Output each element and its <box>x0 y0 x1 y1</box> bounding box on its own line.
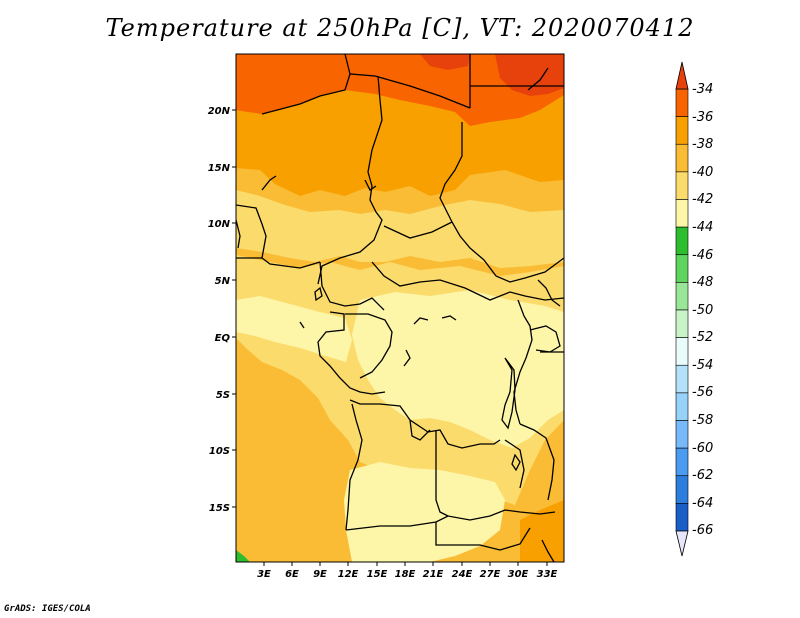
temperature-region <box>420 54 470 70</box>
colorbar-label: -54 <box>692 358 713 373</box>
colorbar-swatch <box>675 420 689 449</box>
lat-label-10s: 10S <box>209 446 230 457</box>
colorbar-swatch <box>675 254 689 283</box>
lat-label-10n: 10N <box>208 219 231 230</box>
axis-ticks <box>232 109 548 566</box>
country-borders <box>236 54 564 562</box>
colorbar-swatch <box>675 116 689 145</box>
lat-label-20n: 20N <box>208 106 231 117</box>
colorbar-swatch <box>675 337 689 366</box>
lon-label-30e: 30E <box>508 569 529 580</box>
colorbar-label: -38 <box>692 137 713 152</box>
lon-label-12e: 12E <box>338 569 359 580</box>
temperature-region <box>236 550 250 562</box>
colorbar-label: -62 <box>692 468 713 483</box>
colorbar: -34 -36 -38 -40 -42 -44 -46 -48 -50 -52 … <box>675 61 713 557</box>
colorbar-top-arrow <box>675 61 689 90</box>
colorbar-label: -66 <box>692 523 713 538</box>
colorbar-label: -36 <box>692 110 713 125</box>
lat-label-eq: EQ <box>215 333 231 344</box>
colorbar-bottom-arrow <box>675 530 689 557</box>
temperature-region <box>520 500 564 562</box>
colorbar-label: -58 <box>692 413 713 428</box>
colorbar-label: -48 <box>692 275 713 290</box>
lat-label-5n: 5N <box>215 276 231 287</box>
colorbar-label: -50 <box>692 303 713 318</box>
lon-label-9e: 9E <box>313 569 327 580</box>
lat-label-15n: 15N <box>208 163 231 174</box>
colorbar-swatch <box>675 143 689 173</box>
lon-label-24e: 24E <box>452 569 473 580</box>
colorbar-swatch <box>675 447 689 477</box>
colorbar-label: -56 <box>692 385 713 400</box>
colorbar-label: -40 <box>692 165 713 180</box>
colorbar-swatch <box>675 475 689 504</box>
colorbar-label: -34 <box>692 82 713 97</box>
colorbar-swatch <box>675 171 689 200</box>
lon-label-18e: 18E <box>395 569 416 580</box>
lat-label-15s: 15S <box>209 503 230 514</box>
colorbar-swatch <box>675 282 689 311</box>
temperature-field <box>236 54 564 562</box>
map-title: Temperature at 250hPa [C], VT: 202007041… <box>105 14 695 42</box>
temperature-region <box>236 190 564 268</box>
lon-label-33e: 33E <box>537 569 558 580</box>
colorbar-swatch <box>675 88 689 117</box>
colorbar-swatch <box>675 226 689 256</box>
colorbar-swatch <box>675 364 689 394</box>
lon-label-6e: 6E <box>285 569 299 580</box>
lon-label-21e: 21E <box>423 569 444 580</box>
lon-label-15e: 15E <box>367 569 388 580</box>
temperature-region <box>344 462 505 562</box>
colorbar-label: -46 <box>692 248 713 263</box>
colorbar-label: -42 <box>692 192 713 207</box>
colorbar-boxes <box>675 88 689 532</box>
lon-label-27e: 27E <box>480 569 501 580</box>
colorbar-swatch <box>675 503 689 532</box>
lat-label-5s: 5S <box>216 390 230 401</box>
lon-label-3e: 3E <box>257 569 271 580</box>
longitude-labels: 3E 6E 9E 12E 15E 18E 21E 24E 27E 30E 33E <box>257 569 557 580</box>
colorbar-swatch <box>675 309 689 338</box>
colorbar-label: -44 <box>692 220 713 235</box>
colorbar-swatch <box>675 392 689 421</box>
temperature-region <box>352 290 564 448</box>
colorbar-swatch <box>675 199 689 228</box>
colorbar-label: -64 <box>692 496 713 511</box>
temperature-region <box>236 296 352 362</box>
colorbar-label: -60 <box>692 441 713 456</box>
temperature-region <box>236 54 564 126</box>
latitude-labels: 20N 15N 10N 5N EQ 5S 10S 15S <box>208 106 231 514</box>
grads-credit: GrADS: IGES/COLA <box>4 604 91 614</box>
map-frame <box>235 53 565 563</box>
colorbar-label: -52 <box>692 330 713 345</box>
temperature-region <box>236 370 332 558</box>
colorbar-labels: -34 -36 -38 -40 -42 -44 -46 -48 -50 -52 … <box>692 82 713 538</box>
